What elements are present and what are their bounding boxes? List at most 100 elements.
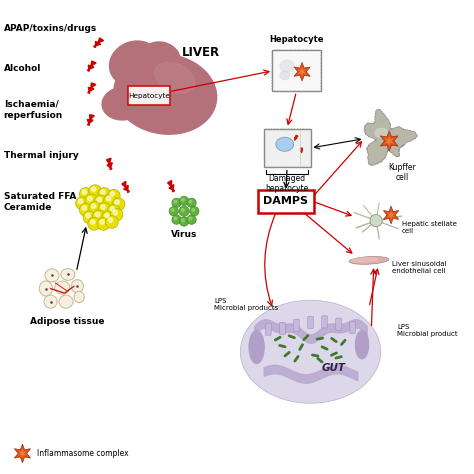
Ellipse shape: [280, 60, 294, 72]
Circle shape: [82, 206, 86, 210]
Circle shape: [171, 209, 174, 211]
Circle shape: [78, 199, 83, 204]
Circle shape: [76, 197, 88, 210]
Polygon shape: [294, 136, 298, 140]
Circle shape: [105, 213, 109, 218]
FancyBboxPatch shape: [128, 86, 170, 105]
FancyBboxPatch shape: [257, 190, 314, 213]
Polygon shape: [93, 38, 103, 47]
Circle shape: [101, 190, 105, 194]
Ellipse shape: [240, 300, 381, 403]
FancyBboxPatch shape: [264, 129, 310, 167]
Circle shape: [187, 215, 196, 224]
Circle shape: [182, 219, 184, 222]
Circle shape: [107, 196, 111, 201]
Polygon shape: [300, 148, 302, 153]
Text: Inflammasome complex: Inflammasome complex: [37, 449, 129, 458]
Ellipse shape: [375, 128, 388, 138]
Circle shape: [88, 196, 92, 201]
Polygon shape: [18, 448, 27, 458]
Text: Damaged
hepatocyte: Damaged hepatocyte: [265, 174, 309, 193]
Circle shape: [79, 203, 92, 216]
Circle shape: [174, 200, 177, 203]
Polygon shape: [87, 115, 94, 125]
Circle shape: [83, 211, 96, 224]
Text: Virus: Virus: [171, 230, 197, 239]
Circle shape: [179, 196, 189, 206]
Ellipse shape: [141, 42, 180, 76]
Circle shape: [101, 205, 105, 209]
Text: LPS
Microbial products: LPS Microbial products: [215, 299, 279, 311]
Circle shape: [91, 204, 96, 208]
Ellipse shape: [155, 62, 195, 93]
Polygon shape: [383, 206, 399, 224]
FancyBboxPatch shape: [322, 316, 328, 328]
Text: APAP/toxins/drugs: APAP/toxins/drugs: [4, 24, 97, 33]
Text: Liver sinusoidal
endothelial cell: Liver sinusoidal endothelial cell: [392, 261, 447, 274]
Circle shape: [92, 210, 105, 223]
Circle shape: [181, 209, 184, 211]
Polygon shape: [107, 158, 112, 170]
FancyBboxPatch shape: [280, 322, 285, 335]
Polygon shape: [380, 131, 398, 151]
Text: DAMPS: DAMPS: [264, 196, 309, 206]
Circle shape: [190, 207, 199, 216]
Ellipse shape: [61, 269, 75, 280]
Circle shape: [174, 217, 177, 220]
Circle shape: [108, 204, 120, 217]
Circle shape: [189, 217, 192, 220]
Ellipse shape: [59, 295, 73, 308]
Circle shape: [179, 217, 189, 226]
Circle shape: [89, 185, 101, 198]
Circle shape: [91, 187, 96, 191]
Circle shape: [169, 207, 178, 216]
Text: GUT: GUT: [322, 363, 346, 373]
Ellipse shape: [349, 256, 389, 264]
Circle shape: [91, 220, 95, 224]
Circle shape: [172, 198, 181, 208]
Ellipse shape: [249, 331, 264, 364]
Polygon shape: [294, 62, 310, 81]
Circle shape: [89, 201, 101, 214]
Circle shape: [115, 200, 119, 205]
Text: Kupffer
cell: Kupffer cell: [388, 163, 416, 182]
Polygon shape: [168, 181, 174, 192]
Circle shape: [110, 191, 115, 196]
FancyBboxPatch shape: [272, 50, 321, 91]
Circle shape: [79, 188, 92, 200]
Circle shape: [86, 213, 90, 218]
Text: LIVER: LIVER: [182, 46, 219, 58]
Ellipse shape: [114, 54, 217, 134]
Polygon shape: [88, 83, 96, 93]
Ellipse shape: [44, 295, 57, 308]
Circle shape: [179, 206, 189, 217]
Circle shape: [104, 194, 117, 207]
Circle shape: [98, 202, 111, 215]
Circle shape: [187, 198, 196, 208]
Circle shape: [112, 198, 125, 210]
Text: Ischaemia/
reperfusion: Ischaemia/ reperfusion: [4, 100, 63, 119]
Circle shape: [85, 194, 98, 207]
Text: Adipose tissue: Adipose tissue: [30, 317, 104, 326]
Text: Hepatocyte: Hepatocyte: [269, 35, 324, 44]
Circle shape: [110, 208, 123, 221]
Text: LPS
Microbial product: LPS Microbial product: [397, 324, 458, 337]
Circle shape: [108, 190, 120, 202]
FancyBboxPatch shape: [336, 318, 341, 330]
Polygon shape: [14, 444, 31, 463]
Ellipse shape: [352, 257, 377, 263]
Ellipse shape: [102, 87, 144, 120]
Circle shape: [370, 215, 382, 227]
FancyBboxPatch shape: [308, 316, 313, 328]
Circle shape: [106, 216, 118, 228]
Circle shape: [110, 207, 115, 211]
Ellipse shape: [55, 281, 70, 294]
Circle shape: [192, 209, 195, 211]
Polygon shape: [364, 109, 418, 166]
Ellipse shape: [280, 71, 290, 80]
Circle shape: [97, 197, 101, 202]
Ellipse shape: [71, 280, 83, 293]
Text: Saturated FFA
Ceramide: Saturated FFA Ceramide: [4, 192, 76, 211]
Circle shape: [82, 190, 86, 194]
Ellipse shape: [45, 269, 59, 282]
